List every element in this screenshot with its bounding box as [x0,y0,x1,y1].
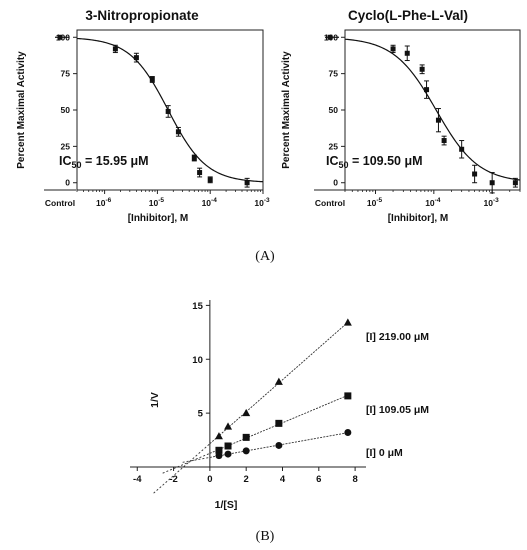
square-marker [344,392,352,400]
y-tick-label: 25 [329,141,339,151]
x-tick-label: -4 [133,474,142,485]
data-point [435,117,441,123]
y-tick-label: 5 [198,409,204,420]
chart-title: Cyclo(L-Phe-L-Val) [348,8,468,23]
x-tick-label: 6 [316,474,321,485]
x-tick-label: 2 [244,474,249,485]
series-label-109: [I] 109.05 μM [366,404,429,416]
triangle-marker [214,432,223,440]
x-tick-label: 10-5 [367,197,383,208]
ic50-chart-cyclo-phe-val: Cyclo(L-Phe-L-Val) Percent Maximal Activ… [281,8,521,224]
y-tick-label: 0 [333,178,338,188]
ic50-annotation: IC50 = 15.95 μM [59,154,149,170]
data-point [207,177,213,183]
triangle-marker [274,377,283,385]
extrapolation-line [153,443,211,494]
y-tick-label: 25 [61,141,71,151]
square-marker [224,442,232,450]
triangle-marker [242,408,251,417]
y-tick-label: 50 [329,105,339,115]
control-label: Control [315,198,345,208]
series-line [209,321,349,445]
x-tick-label: 10-3 [484,197,500,208]
x-tick-label: 10-4 [202,197,218,208]
data-point [149,76,155,82]
x-tick-label: 0 [207,474,212,485]
data-point [197,170,203,176]
y-axis-label: Percent Maximal Activity [16,51,27,169]
x-tick-label: 8 [352,474,357,485]
x-tick-label: 10-6 [96,197,112,208]
triangle-marker [224,422,233,430]
data-point [441,138,447,144]
y-tick-label: 15 [192,301,203,312]
y-tick-label: 75 [329,69,339,79]
y-tick-label: 0 [65,178,70,188]
data-point [489,180,495,186]
circle-marker [224,450,232,458]
data-points [214,318,352,460]
data-point [244,180,250,186]
series-label-219: [I] 219.00 μM [366,331,429,343]
data-point [175,129,181,135]
data-point [112,46,118,52]
data-point [165,108,171,114]
data-point [512,180,518,186]
x-tick-label: -2 [169,474,177,485]
x-tick-label: 10-5 [149,197,165,208]
extrapolation-line [162,452,211,474]
square-marker [242,433,250,441]
series-line [209,432,348,458]
x-tick-label: 10-4 [425,197,441,208]
ic50-annotation: IC50 = 109.50 μM [326,154,423,170]
square-marker [275,419,283,427]
control-point [57,34,63,40]
lineweaver-burk-chart: 1/V 1/[S] -4 -2 0 2 4 6 8 5 10 15 [I] 219.00 μM [… [130,300,429,511]
square-marker [215,446,223,454]
data-point [419,66,425,72]
ic50-chart-nitropropionate: 3-Nitropropionate Percent Maximal Activi… [16,8,270,224]
y-tick-label: 50 [61,105,71,115]
series-label-0: [I] 0 μM [366,447,403,459]
data-point [390,46,396,52]
data-point [404,50,410,56]
x-tick-label: 10-3 [254,197,270,208]
circle-marker [215,452,223,460]
chart-title: 3-Nitropropionate [85,8,199,23]
axes: -4 -2 0 2 4 6 8 5 10 15 [130,300,366,485]
data-points [325,34,518,194]
panel-label-a: (A) [255,249,275,264]
panel-label-b: (B) [256,529,275,544]
x-axis-label: [Inhibitor], M [128,213,189,224]
extrapolation-line [182,456,210,463]
control-label: Control [45,198,75,208]
data-point [472,171,478,177]
x-axis-label: 1/[S] [215,499,238,511]
data-point [424,87,430,93]
data-point [459,146,465,152]
triangle-marker [343,318,352,326]
circle-marker [275,441,283,449]
y-axis-label: Percent Maximal Activity [281,51,292,169]
data-points [55,34,250,188]
data-point [191,155,197,161]
y-tick-label: 10 [192,355,203,366]
x-tick-label: 4 [280,474,286,485]
x-axis-label: [Inhibitor], M [388,213,449,224]
data-point [133,55,139,61]
y-axis-label: 1/V [149,392,161,408]
circle-marker [242,447,250,455]
y-tick-label: 75 [61,69,71,79]
circle-marker [344,429,352,437]
control-point [327,34,333,40]
